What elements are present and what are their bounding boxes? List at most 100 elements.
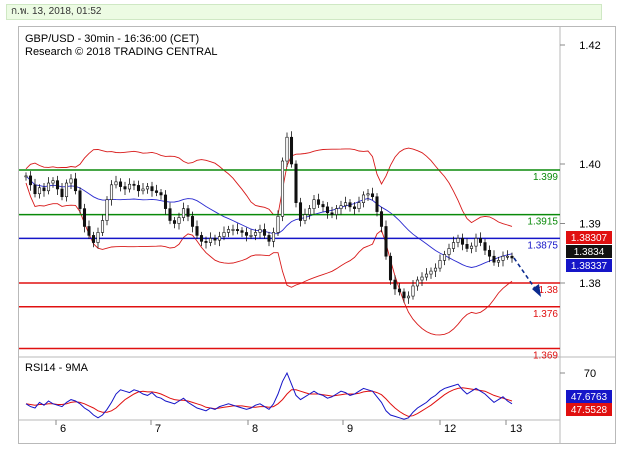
candle-body <box>168 208 172 221</box>
rsi-tag <box>566 403 612 416</box>
level-label: 1.3915 <box>527 217 558 228</box>
candle-body <box>366 193 370 196</box>
y-tick-label: 1.40 <box>579 159 600 171</box>
candle-body <box>136 185 141 192</box>
candle-body <box>496 260 501 263</box>
candle-body <box>447 248 451 255</box>
candle-body <box>406 295 411 299</box>
candle-body <box>285 136 289 162</box>
candle-body <box>253 232 258 236</box>
top-bar: ก.พ. 13, 2018, 01:52 <box>0 0 620 24</box>
candle-body <box>28 175 33 186</box>
axes: 1.42 1.40 1.39 1.38 1.38307 1.3834 1.38337 6 7 8 9… <box>55 40 612 435</box>
candle-body <box>438 260 442 269</box>
price-tag <box>566 231 612 244</box>
candle-body <box>96 232 100 243</box>
candle-body <box>240 230 244 233</box>
candle-body <box>411 285 415 297</box>
candle-body <box>258 229 262 233</box>
candle-body <box>465 244 469 249</box>
candle-body <box>82 208 87 227</box>
moving-average-line <box>25 175 513 268</box>
candle-body <box>154 190 159 193</box>
lower-band <box>25 182 513 336</box>
candle-body <box>244 232 249 236</box>
candle-body <box>114 181 118 186</box>
candle-body <box>186 208 190 217</box>
candle-body <box>294 163 298 203</box>
candle-body <box>451 242 456 249</box>
candle-body <box>73 178 78 192</box>
candle-body <box>361 194 366 203</box>
price-tag <box>566 245 612 258</box>
price-tag <box>566 259 612 272</box>
support-resistance-levels: 1.399 1.3915 1.3875 1.38 1.376 1.369 <box>19 169 560 361</box>
candle-body <box>460 238 465 245</box>
candle-body <box>429 270 433 275</box>
candle-body <box>69 178 73 184</box>
candle-body <box>91 235 96 243</box>
candle-body <box>402 291 406 299</box>
candle-body <box>60 188 64 198</box>
candle-body <box>181 208 186 218</box>
rsi-y-tick-label: 70 <box>584 368 596 380</box>
level-label: 1.3875 <box>527 240 558 251</box>
candle-body <box>487 249 492 257</box>
chart-subtitle: Research © 2018 TRADING CENTRAL <box>25 46 218 58</box>
level-label: 1.399 <box>533 172 558 183</box>
candle-body <box>420 276 424 281</box>
candle-body <box>303 214 307 221</box>
candle-body <box>222 232 226 237</box>
x-tick-label: 8 <box>252 423 258 435</box>
x-tick-label: 7 <box>155 423 161 435</box>
candle-body <box>280 160 285 217</box>
candle-body <box>375 196 379 212</box>
candle-body <box>388 255 393 281</box>
candle-body <box>478 238 483 243</box>
candle-body <box>343 202 348 206</box>
rsi-tag-label: 47.6763 <box>571 392 608 403</box>
candle-body <box>24 175 28 178</box>
candle-body <box>145 186 150 190</box>
candle-body <box>483 242 487 251</box>
y-tick-label: 1.39 <box>579 219 600 231</box>
candle-body <box>141 188 145 192</box>
candle-body <box>469 245 474 249</box>
candle-body <box>325 206 330 214</box>
price-tag-label: 1.3834 <box>574 247 605 258</box>
candle-body <box>213 238 217 241</box>
candle-body <box>195 226 199 236</box>
candle-body <box>510 255 514 259</box>
candle-body <box>393 279 397 290</box>
candle-body <box>235 229 240 231</box>
candle-body <box>42 187 46 192</box>
chart-frame <box>18 26 616 444</box>
candle-body <box>379 211 384 227</box>
candle-body <box>217 236 222 241</box>
candle-body <box>87 226 91 236</box>
candle-body <box>150 186 154 192</box>
price-tag-label: 1.38337 <box>571 261 608 272</box>
y-tick-label: 1.38 <box>579 278 600 290</box>
candlestick-series <box>24 131 514 304</box>
candle-body <box>312 199 316 209</box>
candle-body <box>37 187 42 195</box>
candle-body <box>51 180 55 184</box>
candle-body <box>397 288 402 293</box>
candle-body <box>204 241 208 243</box>
level-label: 1.38 <box>539 285 559 296</box>
x-tick-label: 12 <box>444 423 456 435</box>
bollinger-bands <box>25 147 513 336</box>
candle-body <box>298 202 303 221</box>
datetime-label: ก.พ. 13, 2018, 01:52 <box>6 4 602 20</box>
candle-body <box>415 279 420 287</box>
candle-body <box>249 235 253 237</box>
candle-body <box>226 229 231 233</box>
candle-body <box>46 182 51 192</box>
candle-body <box>100 220 105 233</box>
candle-body <box>339 205 343 209</box>
candle-body <box>289 136 294 165</box>
candle-body <box>505 255 510 258</box>
candle-body <box>330 212 334 215</box>
